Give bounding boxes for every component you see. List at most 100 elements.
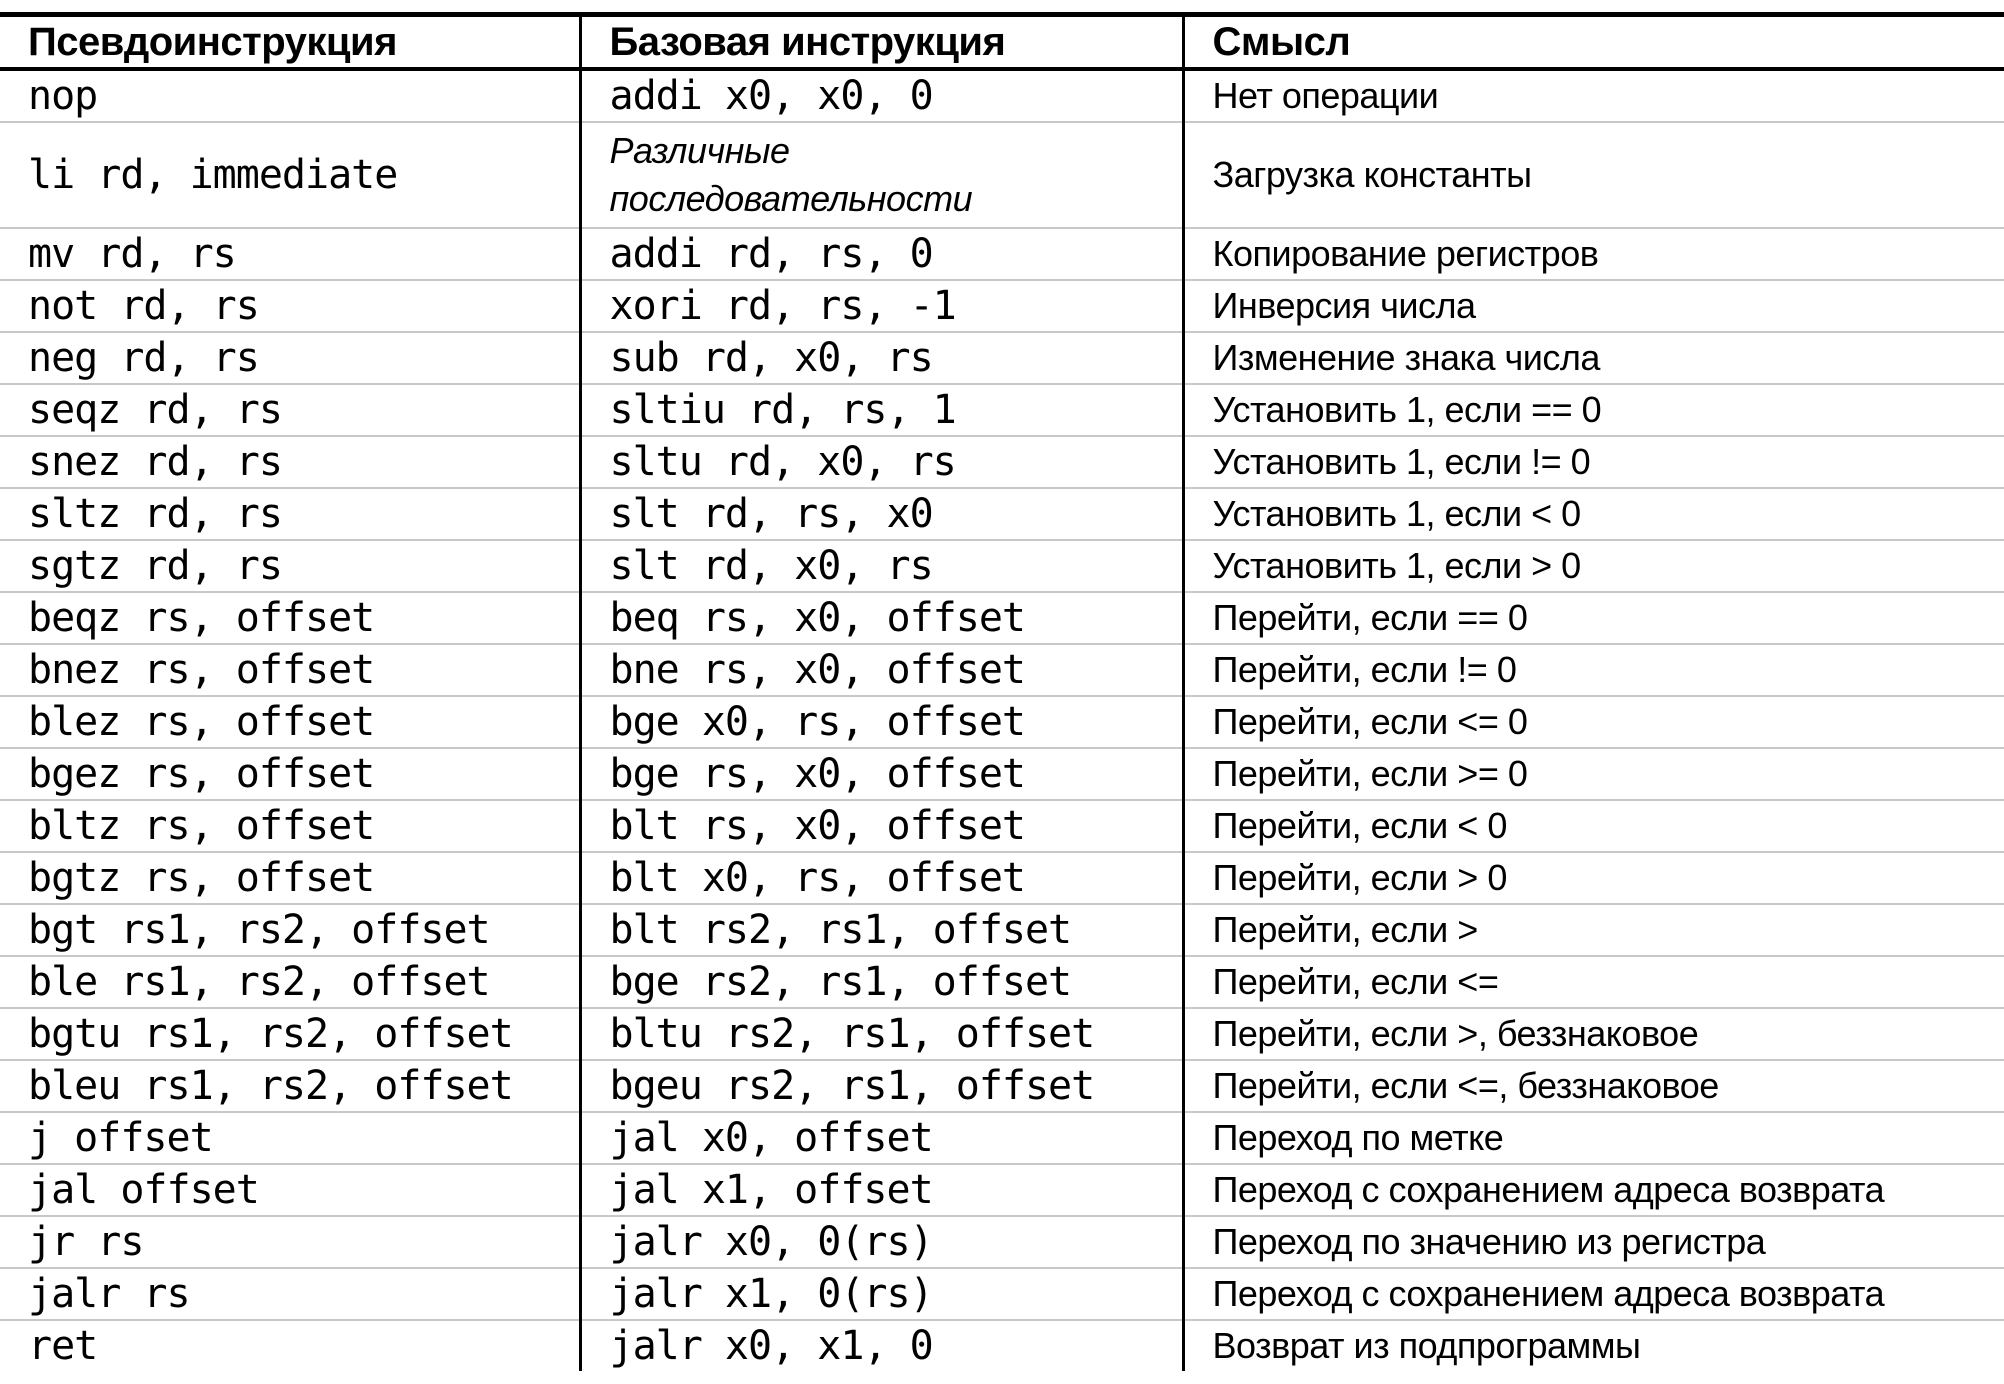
meaning-cell: Перейти, если <= bbox=[1183, 956, 2004, 1009]
table-row: bltz rs, offset blt rs, x0, offset Перейти… bbox=[0, 800, 2004, 853]
meaning-cell: Копирование регистров bbox=[1183, 228, 2004, 281]
base-instruction-cell: sltu rd, x0, rs bbox=[580, 436, 1185, 489]
pseudoinstruction-cell: bleu rs1, rs2, offset bbox=[0, 1060, 582, 1113]
pseudoinstruction-cell: ble rs1, rs2, offset bbox=[0, 956, 582, 1009]
table-row: seqz rd, rs sltiu rd, rs, 1 Установить 1, … bbox=[0, 384, 2004, 437]
base-instruction-cell: blt rs, x0, offset bbox=[580, 800, 1185, 853]
pseudoinstruction-cell: snez rd, rs bbox=[0, 436, 582, 489]
column-header-meaning: Смысл bbox=[1183, 14, 2004, 71]
meaning-cell: Установить 1, если == 0 bbox=[1183, 384, 2004, 437]
meaning-cell: Установить 1, если != 0 bbox=[1183, 436, 2004, 489]
meaning-cell: Перейти, если <= 0 bbox=[1183, 696, 2004, 749]
base-instruction-cell: xori rd, rs, -1 bbox=[580, 280, 1185, 333]
pseudoinstruction-cell: bgez rs, offset bbox=[0, 748, 582, 801]
pseudoinstruction-cell: jr rs bbox=[0, 1216, 582, 1269]
base-instruction-cell: sltiu rd, rs, 1 bbox=[580, 384, 1185, 437]
meaning-cell: Переход по значению из регистра bbox=[1183, 1216, 2004, 1269]
meaning-cell: Установить 1, если > 0 bbox=[1183, 540, 2004, 593]
table-row: jr rs jalr x0, 0(rs) Переход по значению и… bbox=[0, 1216, 2004, 1269]
pseudoinstruction-cell: bgt rs1, rs2, offset bbox=[0, 904, 582, 957]
table-row: blez rs, offset bge x0, rs, offset Перейти… bbox=[0, 696, 2004, 749]
column-header-base-instruction: Базовая инструкция bbox=[580, 14, 1185, 71]
table-row: bgtu rs1, rs2, offset bltu rs2, rs1, offs… bbox=[0, 1008, 2004, 1061]
pseudoinstruction-cell: sltz rd, rs bbox=[0, 488, 582, 541]
meaning-cell: Возврат из подпрограммы bbox=[1212, 1325, 1641, 1366]
pseudoinstruction-cell: sgtz rd, rs bbox=[0, 540, 582, 593]
table-row: ret jalr x0, x1, 0 Возврат из подпрограммы bbox=[0, 1320, 2004, 1371]
table-row: bnez rs, offset bne rs, x0, offset Перейти… bbox=[0, 644, 2004, 697]
meaning-cell: Нет операции bbox=[1183, 69, 2004, 123]
pseudoinstruction-cell: jal offset bbox=[0, 1164, 582, 1217]
base-instruction-cell: slt rd, x0, rs bbox=[580, 540, 1185, 593]
base-instruction-cell: jal x1, offset bbox=[580, 1164, 1185, 1217]
pseudoinstruction-cell: ret bbox=[0, 1320, 582, 1371]
base-instruction-cell: blt rs2, rs1, offset bbox=[580, 904, 1185, 957]
table-row: nop addi x0, x0, 0 Нет операции bbox=[0, 69, 2004, 123]
table-row: sltz rd, rs slt rd, rs, x0 Установить 1, е… bbox=[0, 488, 2004, 541]
pseudoinstruction-cell: not rd, rs bbox=[0, 280, 582, 333]
table-row: beqz rs, offset beq rs, x0, offset Перейти… bbox=[0, 592, 2004, 645]
meaning-cell: Установить 1, если < 0 bbox=[1183, 488, 2004, 541]
pseudoinstruction-cell: blez rs, offset bbox=[0, 696, 582, 749]
base-instruction-cell: Различные последовательности bbox=[580, 122, 1185, 229]
pseudoinstruction-cell: neg rd, rs bbox=[0, 332, 582, 385]
pseudoinstruction-table: Псевдоинструкция Базовая инструкция Смыс… bbox=[0, 12, 2004, 1371]
table-row: mv rd, rs addi rd, rs, 0 Копирование регис… bbox=[0, 228, 2004, 281]
base-instruction-cell: blt x0, rs, offset bbox=[580, 852, 1185, 905]
table-row: neg rd, rs sub rd, x0, rs Изменение знака … bbox=[0, 332, 2004, 385]
table-header: Псевдоинструкция Базовая инструкция Смыс… bbox=[0, 14, 2004, 71]
base-instruction-cell: bgeu rs2, rs1, offset bbox=[580, 1060, 1185, 1113]
table-row: bgez rs, offset bge rs, x0, offset Перейти… bbox=[0, 748, 2004, 801]
table-row: bleu rs1, rs2, offset bgeu rs2, rs1, offs… bbox=[0, 1060, 2004, 1113]
meaning-cell: Переход по метке bbox=[1183, 1112, 2004, 1165]
meaning-cell: Перейти, если < 0 bbox=[1183, 800, 2004, 853]
meaning-cell: Переход с сохранением адреса возврата bbox=[1183, 1164, 2004, 1217]
meaning-cell: Перейти, если > bbox=[1183, 904, 2004, 957]
base-instruction-cell: bltu rs2, rs1, offset bbox=[580, 1008, 1185, 1061]
table-row: bgtz rs, offset blt x0, rs, offset Перейти… bbox=[0, 852, 2004, 905]
base-instruction-cell: jalr x1, 0(rs) bbox=[580, 1268, 1185, 1321]
base-instruction-cell: jalr x0, 0(rs) bbox=[580, 1216, 1185, 1269]
meaning-cell: Перейти, если >= 0 bbox=[1183, 748, 2004, 801]
base-instruction-cell: bge x0, rs, offset bbox=[580, 696, 1185, 749]
meaning-cell: Изменение знака числа bbox=[1183, 332, 2004, 385]
meaning-cell: Перейти, если >, беззнаковое bbox=[1183, 1008, 2004, 1061]
base-instruction-cell: addi x0, x0, 0 bbox=[580, 69, 1185, 123]
table-row: jalr rs jalr x1, 0(rs) Переход с сохранени… bbox=[0, 1268, 2004, 1321]
pseudoinstruction-cell: mv rd, rs bbox=[0, 228, 582, 281]
pseudoinstruction-cell: bltz rs, offset bbox=[0, 800, 582, 853]
meaning-cell: Перейти, если != 0 bbox=[1183, 644, 2004, 697]
base-instruction-cell: bne rs, x0, offset bbox=[580, 644, 1185, 697]
pseudoinstruction-cell: bnez rs, offset bbox=[0, 644, 582, 697]
pseudoinstruction-cell: seqz rd, rs bbox=[0, 384, 582, 437]
table-row: sgtz rd, rs slt rd, x0, rs Установить 1, е… bbox=[0, 540, 2004, 593]
meaning-cell: Перейти, если > 0 bbox=[1183, 852, 2004, 905]
pseudoinstruction-cell: j offset bbox=[0, 1112, 582, 1165]
pseudoinstruction-cell: beqz rs, offset bbox=[0, 592, 582, 645]
column-header-pseudoinstruction: Псевдоинструкция bbox=[0, 14, 582, 71]
meaning-cell: Перейти, если <=, беззнаковое bbox=[1183, 1060, 2004, 1113]
table-row: not rd, rs xori rd, rs, -1 Инверсия числа bbox=[0, 280, 2004, 333]
table-row: ble rs1, rs2, offset bge rs2, rs1, offset… bbox=[0, 956, 2004, 1009]
base-instruction-cell: sub rd, x0, rs bbox=[580, 332, 1185, 385]
base-instruction-cell: jal x0, offset bbox=[580, 1112, 1185, 1165]
table-body: nop addi x0, x0, 0 Нет операции li rd, imme… bbox=[0, 69, 2004, 1371]
meaning-cell: Загрузка константы bbox=[1183, 122, 2004, 229]
base-instruction-cell: bge rs2, rs1, offset bbox=[580, 956, 1185, 1009]
table-row: snez rd, rs sltu rd, x0, rs Установить 1, … bbox=[0, 436, 2004, 489]
table-row: j offset jal x0, offset Переход по метке bbox=[0, 1112, 2004, 1165]
base-instruction-cell: bge rs, x0, offset bbox=[580, 748, 1185, 801]
meaning-cell: Перейти, если == 0 bbox=[1183, 592, 2004, 645]
base-instruction-cell: beq rs, x0, offset bbox=[580, 592, 1185, 645]
pseudoinstruction-cell: bgtu rs1, rs2, offset bbox=[0, 1008, 582, 1061]
base-instruction-cell: jalr x0, x1, 0 bbox=[580, 1320, 1185, 1371]
base-instruction-cell: slt rd, rs, x0 bbox=[580, 488, 1185, 541]
pseudoinstruction-cell: bgtz rs, offset bbox=[0, 852, 582, 905]
header-row: Псевдоинструкция Базовая инструкция Смыс… bbox=[0, 14, 2004, 71]
meaning-cell: Переход с сохранением адреса возврата bbox=[1183, 1268, 2004, 1321]
pseudoinstruction-cell: nop bbox=[0, 69, 582, 123]
table-row: jal offset jal x1, offset Переход с сохран… bbox=[0, 1164, 2004, 1217]
meaning-cell: Инверсия числа bbox=[1183, 280, 2004, 333]
table-row: bgt rs1, rs2, offset blt rs2, rs1, offset… bbox=[0, 904, 2004, 957]
